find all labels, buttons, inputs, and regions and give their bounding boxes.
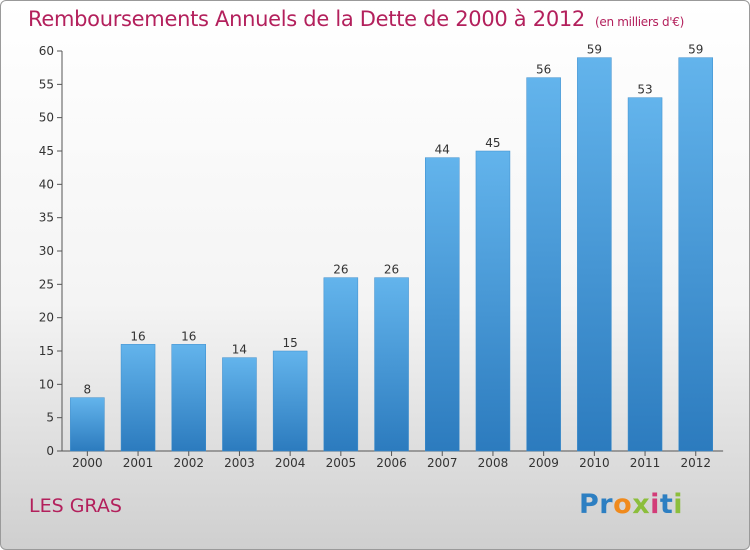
y-axis: 0 5 10 15 20 25 30 35 40 45 50 55 60: [39, 44, 63, 458]
bar: [577, 57, 612, 452]
x-tick-label: 2001: [123, 456, 154, 470]
y-tick-label: 5: [46, 411, 54, 425]
y-tick-label: 15: [39, 344, 54, 358]
logo-letter: x: [632, 489, 651, 520]
y-tick-label: 30: [39, 244, 54, 258]
place-label: LES GRAS: [29, 495, 122, 517]
bar: [475, 150, 511, 452]
x-tick-label: 2012: [680, 456, 711, 470]
x-tick-label: 2006: [376, 456, 407, 470]
bar: [425, 157, 460, 452]
x-tick-label: 2007: [427, 456, 458, 470]
logo-letter: i: [650, 489, 660, 520]
bar: [678, 57, 713, 452]
bar-value-label: 15: [283, 336, 298, 350]
bar: [374, 277, 409, 452]
logo-letter: P: [579, 489, 600, 520]
bar: [171, 344, 206, 452]
y-tick-label: 10: [39, 377, 54, 391]
x-tick-label: 2008: [478, 456, 509, 470]
bar: [627, 97, 663, 452]
chart-title-text: Remboursements Annuels de la Dette de 20…: [28, 7, 585, 31]
bar-value-label: 53: [637, 83, 652, 97]
bar-value-label: 16: [181, 329, 196, 343]
y-tick-label: 55: [39, 77, 54, 91]
y-tick-label: 0: [46, 444, 54, 458]
x-tick-label: 2005: [326, 456, 357, 470]
bar: [272, 350, 308, 452]
logo-letter: t: [659, 489, 674, 520]
bar: [120, 344, 156, 452]
logo-letter: i: [673, 489, 684, 520]
bar: [323, 277, 359, 452]
y-tick-label: 35: [39, 211, 54, 225]
bar-value-label: 26: [333, 263, 348, 277]
bar-value-label: 59: [688, 43, 703, 57]
x-axis: 2000 2001 2002 2003 2004 2005 2006 2007 2008 2009…: [62, 450, 724, 470]
bar-value-label: 59: [587, 43, 602, 57]
y-tick-label: 25: [39, 277, 54, 291]
bars: 8 16 16 14 15 26 26 44 45 56 59 53 59: [70, 43, 713, 452]
bar-value-label: 45: [485, 136, 500, 150]
bar-value-label: 56: [536, 63, 551, 77]
x-tick-label: 2004: [275, 456, 306, 470]
x-tick-label: 2009: [528, 456, 559, 470]
x-tick-label: 2011: [630, 456, 661, 470]
y-tick-label: 50: [39, 111, 54, 125]
bar-value-label: 44: [435, 143, 450, 157]
bar-value-label: 8: [84, 383, 92, 397]
y-tick-label: 20: [39, 311, 54, 325]
y-tick-label: 60: [39, 44, 54, 58]
bar: [526, 77, 561, 452]
logo-letter: r: [599, 489, 614, 520]
logo-letter: o: [613, 489, 633, 520]
bar: [222, 357, 257, 452]
chart-title: Remboursements Annuels de la Dette de 20…: [28, 7, 684, 31]
y-tick-label: 45: [39, 144, 54, 158]
x-tick-label: 2002: [173, 456, 204, 470]
bar-value-label: 16: [130, 329, 145, 343]
x-tick-label: 2003: [224, 456, 255, 470]
bar-value-label: 26: [384, 263, 399, 277]
x-tick-label: 2010: [579, 456, 610, 470]
bar: [70, 397, 105, 452]
bar-value-label: 14: [232, 343, 247, 357]
x-tick-label: 2000: [72, 456, 103, 470]
y-tick-label: 40: [39, 177, 54, 191]
proxiti-logo: Proxiti: [579, 489, 683, 520]
chart-unit: (en milliers d'€): [595, 15, 685, 29]
